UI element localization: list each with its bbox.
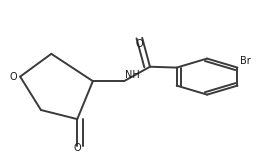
Text: O: O <box>136 39 143 49</box>
Text: O: O <box>73 143 81 153</box>
Text: NH: NH <box>125 70 140 80</box>
Text: Br: Br <box>240 56 251 66</box>
Text: O: O <box>10 72 17 82</box>
